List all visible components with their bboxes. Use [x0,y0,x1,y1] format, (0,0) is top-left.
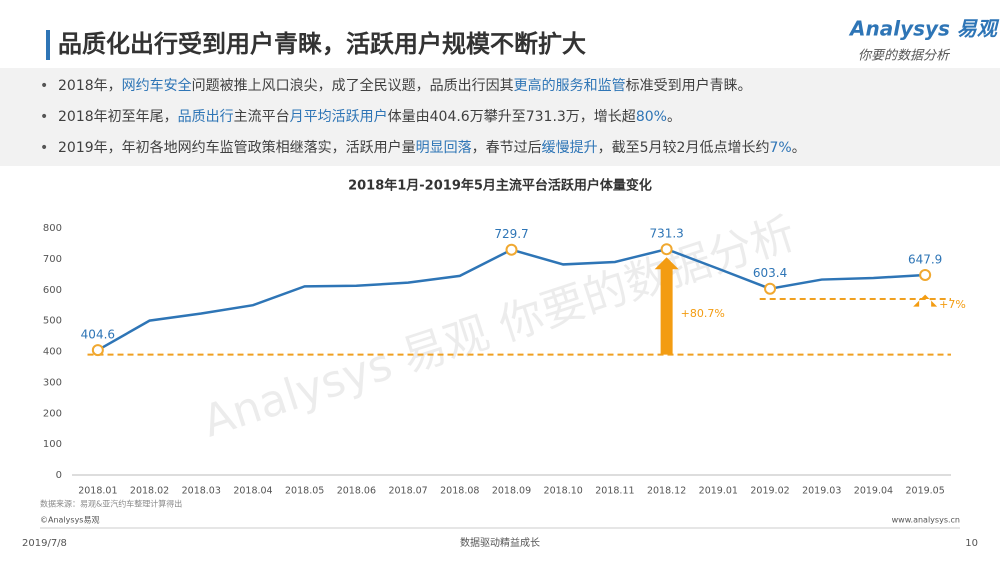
x-tick-label: 2018.07 [388,486,427,497]
x-tick-label: 2018.12 [647,486,686,497]
title-bar [46,30,50,60]
y-tick-label: 300 [43,377,62,388]
bullet: 2018年初至年尾，品质出行主流平台月平均活跃用户体量由404.6万攀升至731… [58,108,681,125]
url: www.analysys.cn [892,516,960,525]
bullet-dot: • [40,78,48,94]
bullet: 2019年，年初各地网约车监管政策相继落实，活跃用户量明显回落，春节过后缓慢提升… [58,139,806,156]
point-marker [91,344,104,357]
x-tick-label: 2019.02 [750,486,789,497]
y-tick-label: 800 [43,223,62,234]
bullet-segment: 2018年初至年尾， [58,108,178,125]
bullet-panel [0,68,1000,166]
growth-arrow [654,257,679,355]
data-label: 404.6 [81,328,115,342]
bullet-segment: 。 [792,140,806,156]
x-tick-label: 2018.03 [182,486,221,497]
bullet-dot: • [40,140,48,156]
growth-arrow [913,294,938,307]
data-label: 729.7 [494,227,528,241]
bullet-segment: 明显回落 [416,140,472,156]
chart: 0 100 200 300 400 500 600 700 800 2018.01 2018.02 2… [43,223,966,497]
x-tick-label: 2018.04 [233,486,272,497]
y-tick-label: 200 [43,408,62,419]
page-number: 10 [965,538,978,549]
x-tick-label: 2019.04 [854,486,893,497]
x-tick-label: 2018.09 [492,486,531,497]
point-marker [764,282,777,295]
bullet-segment: 更高的服务和监管 [514,77,626,94]
x-tick-label: 2018.10 [544,486,583,497]
bullet-segment: 标准受到用户青睐。 [626,77,752,94]
x-tick-label: 2018.02 [130,486,169,497]
x-tick-label: 2018.05 [285,486,324,497]
y-tick-label: 0 [56,470,62,481]
growth-label: +7% [939,298,966,311]
bullet-segment: ，截至5月较2月低点增长约 [598,140,770,156]
logo-slogan: 你要的数据分析 [858,49,951,64]
bullet-segment: 缓慢提升 [542,139,598,156]
x-tick-label: 2018.11 [595,486,634,497]
x-tick-label: 2019.03 [802,486,841,497]
bullet-segment: 7% [769,140,791,156]
growth-label: +80.7% [681,307,725,320]
point-marker [919,268,932,281]
date: 2019/7/8 [22,538,67,549]
y-tick-label: 700 [43,254,62,265]
chart-title: 2018年1月-2019年5月主流平台活跃用户体量变化 [348,178,652,194]
bullet-segment: 问题被推上风口浪尖，成了全民议题，品质出行因其 [192,77,514,94]
bullet-segment: 体量由404.6万攀升至731.3万，增长超 [388,109,636,125]
source: 数据来源：易观&亚汽约车整理计算得出 [40,499,182,509]
slide-title: 品质化出行受到用户青睐，活跃用户规模不断扩大 [58,30,586,58]
x-tick-label: 2018.08 [440,486,479,497]
footer-slogan: 数据驱动精益成长 [460,536,540,549]
bullet-segment: 2019年，年初各地网约车监管政策相继落实，活跃用户量 [58,139,416,156]
bullet: 2018年，网约车安全问题被推上风口浪尖，成了全民议题，品质出行因其更高的服务和… [58,77,752,94]
y-tick-label: 400 [43,347,62,358]
x-tick-label: 2019.05 [905,486,944,497]
y-tick-label: 600 [43,285,62,296]
x-tick-label: 2018.01 [78,486,117,497]
bullet-segment: 主流平台 [234,109,290,125]
bullet-segment: 品质出行 [178,109,234,125]
x-tick-label: 2019.01 [699,486,738,497]
bullet-dot: • [40,109,48,125]
point-marker [505,243,518,256]
y-tick-label: 100 [43,439,62,450]
bullet-segment: 2018年， [58,78,122,94]
data-label: 731.3 [649,227,683,241]
bullet-segment: 80% [636,109,667,125]
bullets: • 2018年，网约车安全问题被推上风口浪尖，成了全民议题，品质出行因其更高的服务… [40,77,806,156]
data-label: 647.9 [908,252,942,266]
bullet-segment: 。 [667,109,681,125]
bullet-segment: ，春节过后 [472,140,542,156]
x-tick-label: 2018.06 [337,486,376,497]
copyright: ©Analysys易观 [40,516,99,525]
logo: Analysys 易观 [848,17,1000,41]
data-label: 603.4 [753,266,787,280]
y-tick-label: 500 [43,316,62,327]
point-marker [660,243,673,256]
bullet-segment: 月平均活跃用户 [290,108,388,125]
bullet-segment: 网约车安全 [122,77,192,94]
